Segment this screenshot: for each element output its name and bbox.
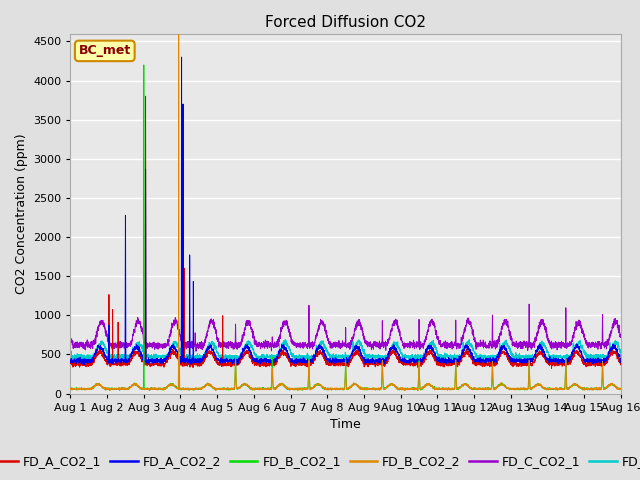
X-axis label: Time: Time	[330, 418, 361, 431]
Y-axis label: CO2 Concentration (ppm): CO2 Concentration (ppm)	[15, 133, 28, 294]
Title: Forced Diffusion CO2: Forced Diffusion CO2	[265, 15, 426, 30]
Text: BC_met: BC_met	[79, 44, 131, 58]
Legend: FD_A_CO2_1, FD_A_CO2_2, FD_B_CO2_1, FD_B_CO2_2, FD_C_CO2_1, FD_C_CO2_2: FD_A_CO2_1, FD_A_CO2_2, FD_B_CO2_1, FD_B…	[0, 450, 640, 473]
